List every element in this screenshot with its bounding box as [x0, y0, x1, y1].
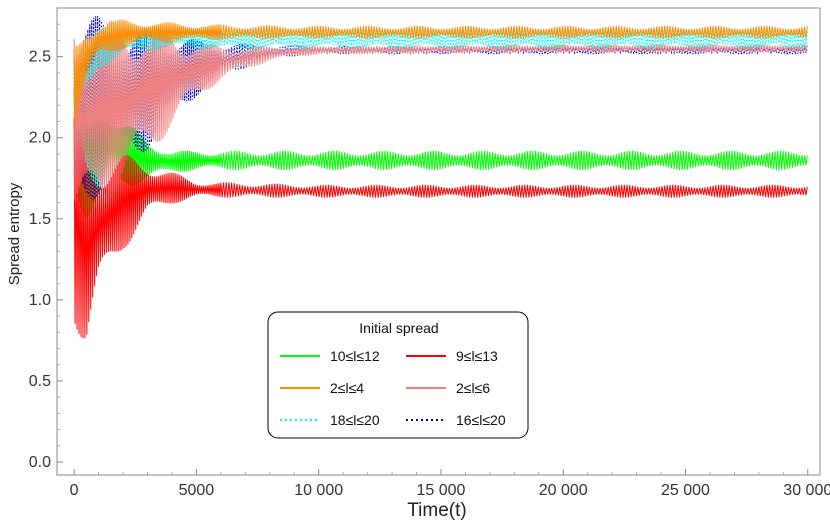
plot-area: [73, 16, 808, 339]
series-line-4: [73, 26, 808, 109]
x-tick-label: 20 000: [539, 482, 588, 499]
y-tick-label: 1.5: [29, 211, 51, 228]
x-tick-label: 5000: [179, 482, 215, 499]
axis-ticks: 0 5000 10 000 15 000 20 000 25 000 30 000 0.0 0.…: [29, 23, 830, 499]
y-tick-label: 1.0: [29, 292, 51, 309]
plot-frame: [56, 7, 821, 476]
legend-label-4: 18≤l≤20: [330, 412, 380, 428]
y-tick-label: 2.0: [29, 130, 51, 147]
x-tick-label: 10 000: [294, 482, 343, 499]
y-tick-label: 2.5: [29, 49, 51, 66]
series-line-0: [73, 72, 808, 219]
legend-label-0: 10≤l≤12: [330, 348, 380, 364]
x-axis-label: Time(t): [407, 500, 466, 521]
legend-box: [267, 311, 529, 439]
legend-label-5: 16≤l≤20: [456, 412, 506, 428]
x-tick-label: 0: [70, 482, 79, 499]
y-tick-label: 0.0: [29, 454, 51, 471]
x-tick-label: 15 000: [416, 482, 465, 499]
y-tick-label: 0.5: [29, 373, 51, 390]
legend: Initial spread 10≤l≤12 9≤l≤13 2≤l≤4 2≤l≤6 18…: [267, 311, 529, 439]
series-line-3: [73, 20, 808, 201]
x-tick-label: 25 000: [661, 482, 710, 499]
legend-label-1: 9≤l≤13: [456, 348, 498, 364]
legend-label-3: 2≤l≤6: [456, 380, 490, 396]
series-line-1: [73, 117, 808, 339]
series-line-2: [73, 19, 808, 125]
legend-label-2: 2≤l≤4: [330, 380, 364, 396]
x-tick-label: 30 000: [783, 482, 830, 499]
legend-title: Initial spread: [359, 320, 438, 336]
y-axis-label: Spread entropy: [6, 182, 23, 285]
